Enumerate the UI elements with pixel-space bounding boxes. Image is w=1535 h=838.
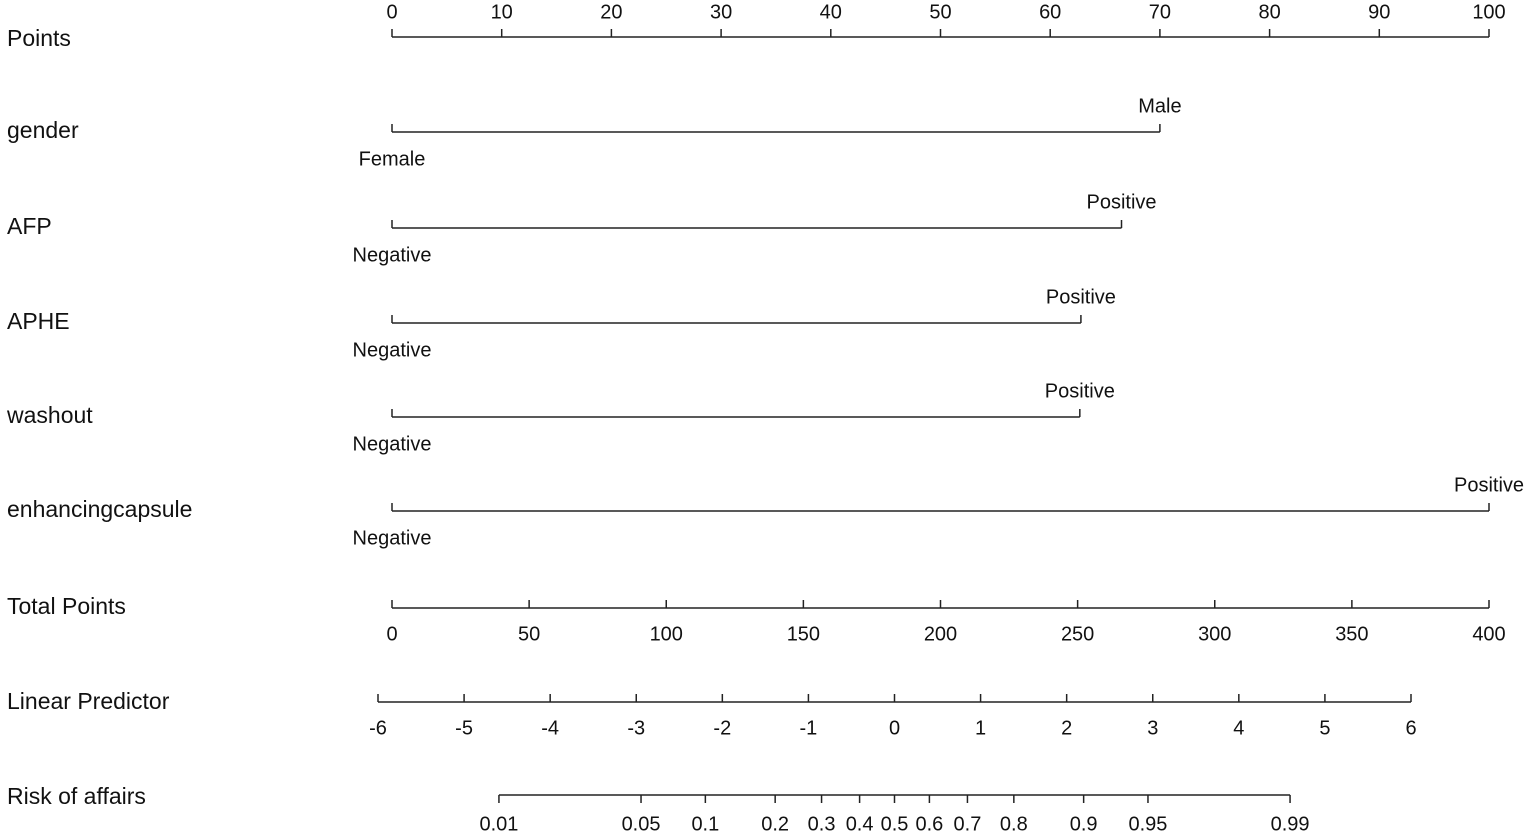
tick-label: -5: [455, 717, 473, 739]
tick-label: 0: [386, 1, 397, 23]
row-label: washout: [6, 402, 93, 428]
tick-label: 30: [710, 1, 732, 23]
level-label: Negative: [353, 244, 432, 266]
tick-label: 0.7: [954, 813, 982, 835]
tick-label: 300: [1198, 623, 1231, 645]
tick-label: 1: [975, 717, 986, 739]
tick-label: 0.5: [881, 813, 909, 835]
tick-label: 0.6: [915, 813, 943, 835]
tick-label: 0.3: [808, 813, 836, 835]
tick-label: 6: [1405, 717, 1416, 739]
row-label: Linear Predictor: [7, 688, 170, 714]
level-label: Male: [1138, 95, 1181, 117]
tick-label: 200: [924, 623, 957, 645]
tick-label: 0.99: [1271, 813, 1310, 835]
tick-label: 0: [386, 623, 397, 645]
tick-label: 5: [1319, 717, 1330, 739]
tick-label: -3: [627, 717, 645, 739]
tick-label: 0.4: [846, 813, 874, 835]
level-label: Positive: [1086, 191, 1156, 213]
tick-label: -2: [713, 717, 731, 739]
tick-label: -6: [369, 717, 387, 739]
tick-label: 100: [650, 623, 683, 645]
row-label: Risk of affairs: [7, 783, 146, 809]
tick-label: 0.2: [761, 813, 789, 835]
row-label: enhancingcapsule: [7, 496, 192, 522]
tick-label: 0.8: [1000, 813, 1028, 835]
level-label: Positive: [1046, 286, 1116, 308]
tick-label: 70: [1149, 1, 1171, 23]
tick-label: -4: [541, 717, 559, 739]
row-label: APHE: [7, 308, 70, 334]
tick-label: 0.1: [691, 813, 719, 835]
level-label: Negative: [353, 339, 432, 361]
tick-label: 80: [1258, 1, 1280, 23]
level-label: Negative: [353, 433, 432, 455]
tick-label: 2: [1061, 717, 1072, 739]
tick-label: 350: [1335, 623, 1368, 645]
tick-label: 60: [1039, 1, 1061, 23]
tick-label: 250: [1061, 623, 1094, 645]
tick-label: 0: [889, 717, 900, 739]
row-label: Points: [7, 25, 71, 51]
tick-label: 90: [1368, 1, 1390, 23]
tick-label: 150: [787, 623, 820, 645]
tick-label: 0.9: [1070, 813, 1098, 835]
level-label: Positive: [1454, 474, 1524, 496]
tick-label: 40: [820, 1, 842, 23]
tick-label: 100: [1472, 1, 1505, 23]
level-label: Positive: [1045, 380, 1115, 402]
tick-label: 50: [929, 1, 951, 23]
tick-label: 0.01: [479, 813, 518, 835]
row-label: gender: [7, 117, 79, 143]
tick-label: -1: [800, 717, 818, 739]
tick-label: 20: [600, 1, 622, 23]
tick-label: 4: [1233, 717, 1244, 739]
row-label: AFP: [7, 213, 52, 239]
level-label: Negative: [353, 527, 432, 549]
tick-label: 0.95: [1128, 813, 1167, 835]
tick-label: 0.05: [622, 813, 661, 835]
row-label: Total Points: [7, 593, 126, 619]
tick-label: 3: [1147, 717, 1158, 739]
tick-label: 400: [1472, 623, 1505, 645]
level-label: Female: [359, 148, 426, 170]
tick-label: 10: [491, 1, 513, 23]
tick-label: 50: [518, 623, 540, 645]
